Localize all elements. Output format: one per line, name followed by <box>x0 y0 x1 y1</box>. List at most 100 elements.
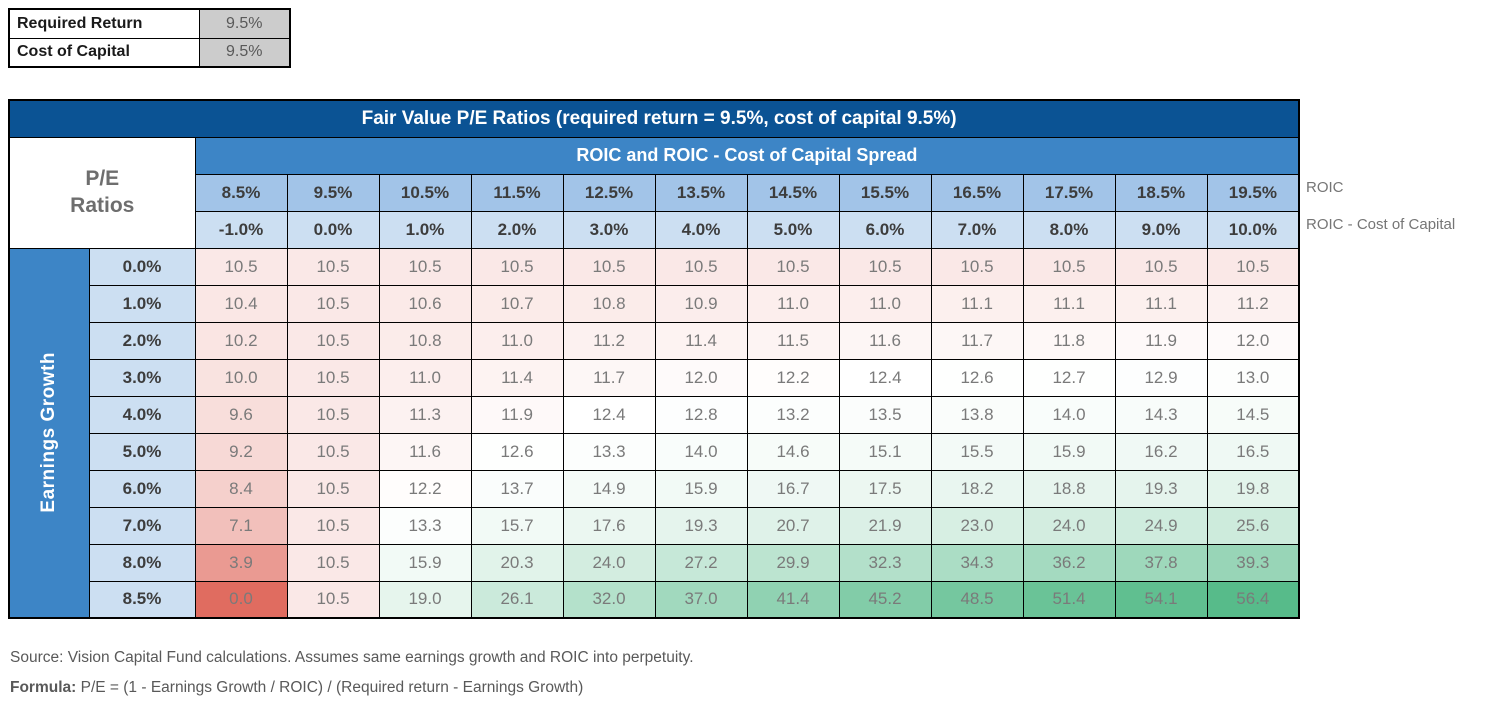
pe-value-cell[interactable]: 11.2 <box>1206 284 1300 323</box>
pe-value-cell[interactable]: 16.2 <box>1114 432 1208 471</box>
pe-value-cell[interactable]: 27.2 <box>654 543 748 582</box>
roic-header-cell[interactable]: 18.5% <box>1114 173 1208 212</box>
pe-value-cell[interactable]: 10.5 <box>286 284 380 323</box>
pe-value-cell[interactable]: 18.8 <box>1022 469 1116 508</box>
pe-value-cell[interactable]: 10.5 <box>286 543 380 582</box>
pe-value-cell[interactable]: 19.0 <box>378 580 472 619</box>
pe-value-cell[interactable]: 12.2 <box>746 358 840 397</box>
spread-header-cell[interactable]: 2.0% <box>470 210 564 249</box>
growth-row-label[interactable]: 0.0% <box>88 247 196 286</box>
pe-value-cell[interactable]: 10.5 <box>286 506 380 545</box>
pe-value-cell[interactable]: 41.4 <box>746 580 840 619</box>
pe-value-cell[interactable]: 14.5 <box>1206 395 1300 434</box>
pe-value-cell[interactable]: 10.6 <box>378 284 472 323</box>
pe-value-cell[interactable]: 10.5 <box>286 432 380 471</box>
spread-header-cell[interactable]: 8.0% <box>1022 210 1116 249</box>
pe-value-cell[interactable]: 15.9 <box>378 543 472 582</box>
pe-value-cell[interactable]: 10.0 <box>194 358 288 397</box>
roic-header-cell[interactable]: 11.5% <box>470 173 564 212</box>
pe-value-cell[interactable]: 18.2 <box>930 469 1024 508</box>
spread-header-cell[interactable]: 7.0% <box>930 210 1024 249</box>
pe-value-cell[interactable]: 29.9 <box>746 543 840 582</box>
pe-value-cell[interactable]: 10.5 <box>470 247 564 286</box>
growth-row-label[interactable]: 5.0% <box>88 432 196 471</box>
pe-value-cell[interactable]: 15.9 <box>1022 432 1116 471</box>
pe-value-cell[interactable]: 12.8 <box>654 395 748 434</box>
pe-value-cell[interactable]: 10.9 <box>654 284 748 323</box>
pe-value-cell[interactable]: 14.9 <box>562 469 656 508</box>
growth-row-label[interactable]: 4.0% <box>88 395 196 434</box>
pe-value-cell[interactable]: 10.5 <box>838 247 932 286</box>
pe-value-cell[interactable]: 11.4 <box>654 321 748 360</box>
pe-value-cell[interactable]: 17.5 <box>838 469 932 508</box>
pe-value-cell[interactable]: 13.7 <box>470 469 564 508</box>
spread-header-cell[interactable]: 6.0% <box>838 210 932 249</box>
pe-value-cell[interactable]: 24.0 <box>1022 506 1116 545</box>
pe-value-cell[interactable]: 12.0 <box>1206 321 1300 360</box>
pe-value-cell[interactable]: 11.6 <box>378 432 472 471</box>
pe-value-cell[interactable]: 11.0 <box>378 358 472 397</box>
pe-value-cell[interactable]: 10.5 <box>286 469 380 508</box>
pe-value-cell[interactable]: 14.0 <box>654 432 748 471</box>
pe-value-cell[interactable]: 34.3 <box>930 543 1024 582</box>
pe-value-cell[interactable]: 51.4 <box>1022 580 1116 619</box>
pe-value-cell[interactable]: 12.6 <box>470 432 564 471</box>
pe-value-cell[interactable]: 20.3 <box>470 543 564 582</box>
pe-value-cell[interactable]: 10.5 <box>654 247 748 286</box>
pe-value-cell[interactable]: 10.5 <box>286 247 380 286</box>
pe-value-cell[interactable]: 14.3 <box>1114 395 1208 434</box>
pe-value-cell[interactable]: 11.5 <box>746 321 840 360</box>
spread-header-cell[interactable]: 4.0% <box>654 210 748 249</box>
pe-value-cell[interactable]: 13.3 <box>562 432 656 471</box>
pe-value-cell[interactable]: 10.5 <box>1114 247 1208 286</box>
pe-value-cell[interactable]: 10.5 <box>1022 247 1116 286</box>
pe-value-cell[interactable]: 12.2 <box>378 469 472 508</box>
pe-value-cell[interactable]: 13.3 <box>378 506 472 545</box>
pe-value-cell[interactable]: 21.9 <box>838 506 932 545</box>
pe-value-cell[interactable]: 11.1 <box>930 284 1024 323</box>
pe-value-cell[interactable]: 8.4 <box>194 469 288 508</box>
roic-header-cell[interactable]: 12.5% <box>562 173 656 212</box>
pe-value-cell[interactable]: 3.9 <box>194 543 288 582</box>
pe-value-cell[interactable]: 11.1 <box>1022 284 1116 323</box>
pe-value-cell[interactable]: 7.1 <box>194 506 288 545</box>
spread-header-cell[interactable]: 0.0% <box>286 210 380 249</box>
pe-value-cell[interactable]: 12.7 <box>1022 358 1116 397</box>
roic-header-cell[interactable]: 13.5% <box>654 173 748 212</box>
spread-header-cell[interactable]: 1.0% <box>378 210 472 249</box>
roic-header-cell[interactable]: 15.5% <box>838 173 932 212</box>
pe-value-cell[interactable]: 13.2 <box>746 395 840 434</box>
pe-value-cell[interactable]: 13.0 <box>1206 358 1300 397</box>
pe-value-cell[interactable]: 24.0 <box>562 543 656 582</box>
roic-header-cell[interactable]: 16.5% <box>930 173 1024 212</box>
roic-header-cell[interactable]: 8.5% <box>194 173 288 212</box>
pe-value-cell[interactable]: 19.8 <box>1206 469 1300 508</box>
pe-value-cell[interactable]: 9.6 <box>194 395 288 434</box>
pe-value-cell[interactable]: 10.8 <box>562 284 656 323</box>
pe-value-cell[interactable]: 20.7 <box>746 506 840 545</box>
roic-header-cell[interactable]: 17.5% <box>1022 173 1116 212</box>
pe-value-cell[interactable]: 13.8 <box>930 395 1024 434</box>
pe-value-cell[interactable]: 45.2 <box>838 580 932 619</box>
pe-value-cell[interactable]: 10.5 <box>378 247 472 286</box>
pe-value-cell[interactable]: 10.5 <box>930 247 1024 286</box>
growth-row-label[interactable]: 2.0% <box>88 321 196 360</box>
pe-value-cell[interactable]: 26.1 <box>470 580 564 619</box>
pe-value-cell[interactable]: 10.7 <box>470 284 564 323</box>
growth-row-label[interactable]: 6.0% <box>88 469 196 508</box>
pe-value-cell[interactable]: 24.9 <box>1114 506 1208 545</box>
pe-value-cell[interactable]: 11.7 <box>562 358 656 397</box>
parameter-value-cell[interactable]: 9.5% <box>198 8 291 39</box>
pe-value-cell[interactable]: 11.0 <box>838 284 932 323</box>
pe-value-cell[interactable]: 19.3 <box>654 506 748 545</box>
pe-value-cell[interactable]: 11.7 <box>930 321 1024 360</box>
pe-value-cell[interactable]: 11.0 <box>746 284 840 323</box>
pe-value-cell[interactable]: 37.0 <box>654 580 748 619</box>
pe-value-cell[interactable]: 12.4 <box>838 358 932 397</box>
pe-value-cell[interactable]: 11.4 <box>470 358 564 397</box>
pe-value-cell[interactable]: 10.5 <box>1206 247 1300 286</box>
roic-header-cell[interactable]: 14.5% <box>746 173 840 212</box>
pe-value-cell[interactable]: 14.0 <box>1022 395 1116 434</box>
spread-header-cell[interactable]: 3.0% <box>562 210 656 249</box>
pe-value-cell[interactable]: 36.2 <box>1022 543 1116 582</box>
